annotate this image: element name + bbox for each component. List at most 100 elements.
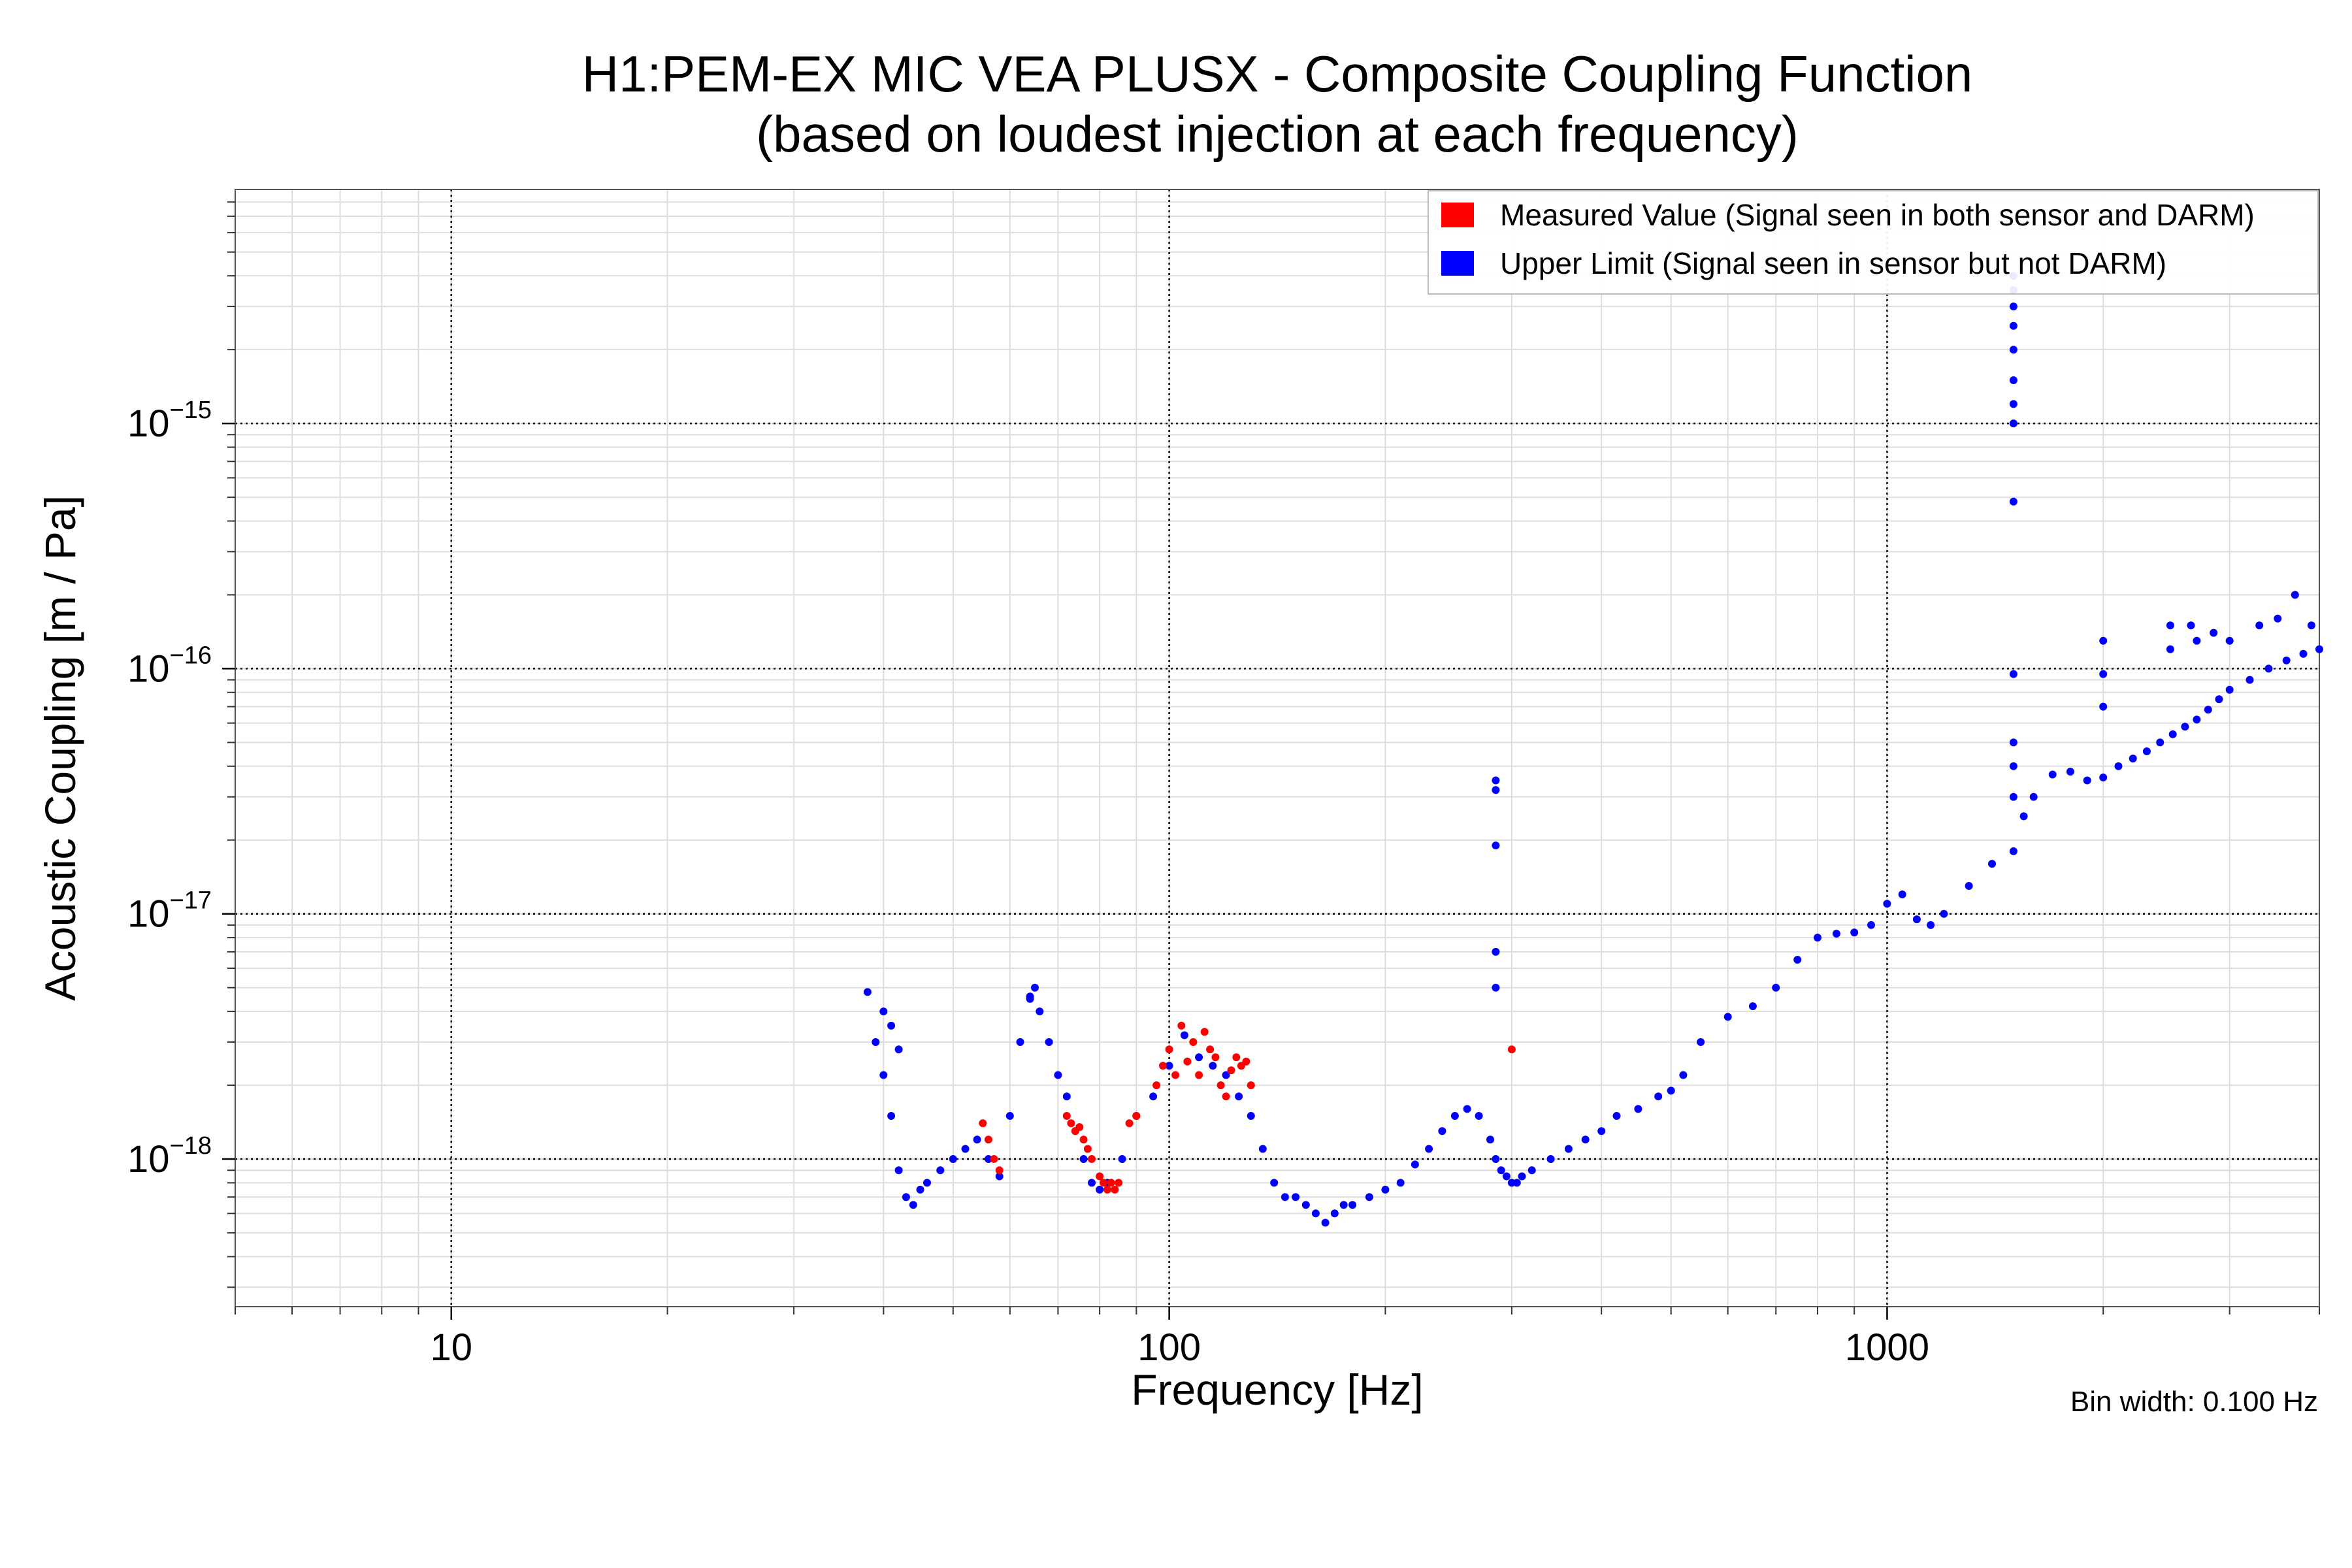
data-point (872, 1038, 880, 1046)
data-point (1165, 1045, 1173, 1054)
data-point (2187, 621, 2195, 630)
data-point (1492, 841, 1500, 850)
data-point (1258, 1145, 1267, 1153)
data-point (1125, 1119, 1134, 1128)
data-point (1079, 1135, 1088, 1144)
data-point (1183, 1057, 1192, 1066)
data-point (1497, 1166, 1505, 1175)
data-point (984, 1155, 992, 1163)
data-point (1075, 1123, 1084, 1132)
data-point (2156, 738, 2164, 747)
data-point (1083, 1145, 1092, 1153)
data-point (887, 1021, 896, 1030)
data-point (916, 1185, 924, 1194)
data-point (1492, 786, 1500, 794)
data-point (1045, 1038, 1053, 1046)
y-tick-label: 10−17 (127, 887, 212, 936)
data-point (1411, 1160, 1419, 1169)
data-point (1634, 1105, 1642, 1113)
bin-width-note: Bin width: 0.100 Hz (2070, 1386, 2318, 1418)
data-point (902, 1193, 910, 1201)
series-measured (979, 1021, 1516, 1194)
data-point (2193, 636, 2201, 645)
data-point (1217, 1081, 1225, 1090)
data-point (2009, 738, 2017, 747)
data-point (1054, 1071, 1062, 1079)
data-point (1898, 890, 1906, 898)
data-point (1814, 934, 1821, 942)
data-point (1450, 1112, 1459, 1120)
data-point (1772, 983, 1780, 992)
data-point (2009, 376, 2017, 384)
legend-label-measured: Measured Value (Signal seen in both sens… (1500, 198, 2255, 232)
data-point (2099, 670, 2108, 678)
data-point (2166, 645, 2174, 653)
y-tick-label: 10−16 (127, 642, 212, 690)
data-point (1177, 1021, 1186, 1030)
data-point (1247, 1081, 1255, 1090)
data-point (1793, 956, 1802, 964)
data-point (2166, 621, 2174, 630)
data-point (1940, 909, 1948, 918)
data-point (894, 1166, 903, 1175)
data-point (1883, 900, 1891, 908)
data-point (2299, 649, 2308, 658)
data-point (1850, 928, 1859, 937)
chart-title-line-1: H1:PEM-EX MIC VEA PLUSX - Composite Coup… (582, 45, 1973, 103)
data-point (1247, 1112, 1255, 1120)
data-point (984, 1135, 992, 1144)
data-point (1348, 1201, 1357, 1209)
data-point (1301, 1201, 1310, 1209)
data-point (1165, 1062, 1173, 1070)
data-point (1988, 860, 1996, 868)
data-point (1365, 1193, 1373, 1201)
data-point (2048, 770, 2057, 779)
axis-ticks: 10 100 1000 10−18 10−17 10−16 10−15 (127, 201, 2320, 1369)
data-point (2009, 497, 2017, 506)
data-point (1062, 1092, 1071, 1101)
data-point (2009, 670, 2017, 678)
legend-swatch-upper-limit (1441, 251, 1474, 276)
data-point (1321, 1218, 1330, 1227)
chart-title: H1:PEM-EX MIC VEA PLUSX - Composite Coup… (582, 45, 1973, 163)
data-point (2029, 792, 2038, 801)
data-point (2282, 656, 2291, 664)
data-point (909, 1201, 917, 1209)
data-point (1096, 1172, 1104, 1181)
data-point (894, 1045, 903, 1054)
data-point (1211, 1053, 1220, 1062)
data-point (887, 1112, 896, 1120)
data-point (1492, 947, 1500, 956)
data-point (2246, 676, 2254, 684)
data-point (1912, 915, 1921, 924)
data-point (2255, 621, 2264, 630)
data-point (1612, 1112, 1621, 1120)
data-point (1079, 1155, 1088, 1163)
data-point (2009, 792, 2017, 801)
data-point (995, 1166, 1004, 1175)
data-point (2204, 706, 2212, 714)
data-point (1026, 992, 1034, 1001)
data-point (1679, 1071, 1688, 1079)
data-point (1832, 930, 1840, 938)
series-upper-limit (863, 272, 2323, 1227)
data-point (1111, 1185, 1119, 1194)
data-point (2181, 723, 2189, 731)
data-point (1748, 1002, 1757, 1011)
data-point (2142, 747, 2151, 755)
data-point (1180, 1031, 1188, 1039)
data-point (863, 988, 872, 996)
data-point (1100, 1179, 1108, 1187)
data-point (1396, 1179, 1405, 1187)
y-tick-label: 10−15 (127, 397, 212, 445)
data-point (2009, 302, 2017, 311)
y-axis-label: Acoustic Coupling [m / Pa] (36, 495, 84, 1001)
data-point (1667, 1086, 1675, 1095)
data-point (1195, 1053, 1203, 1062)
data-point (2009, 321, 2017, 330)
data-point (1546, 1155, 1555, 1163)
data-point (1227, 1066, 1235, 1075)
data-point (923, 1179, 931, 1187)
data-point (2009, 346, 2017, 354)
